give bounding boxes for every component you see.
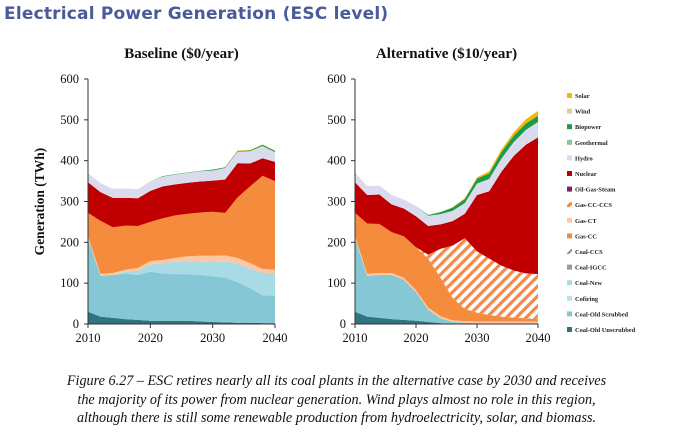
- legend-label: Coal-Old Scrubbed: [575, 311, 629, 318]
- legend-item-gas-cc-ccs: Gas-CC-CCS: [567, 202, 612, 209]
- legend-swatch: [567, 202, 572, 208]
- legend-swatch: [567, 280, 572, 286]
- figure-caption: Figure 6.27 – ESC retires nearly all its…: [0, 372, 673, 428]
- chart-legend: Solar Wind Biopower Geothermal Hydro Nuclear O…: [567, 93, 636, 334]
- legend-item-biopower: Biopower: [567, 124, 601, 131]
- caption-line: although there is still some renewable p…: [76, 410, 597, 426]
- y-tick-label: 300: [327, 195, 346, 209]
- legend-label: Wind: [575, 109, 591, 116]
- area-gas-cc: [355, 212, 538, 322]
- legend-label: Coal-Old Unscrubbed: [575, 327, 636, 334]
- legend-label: Cofiring: [575, 296, 599, 303]
- y-tick-label: 500: [327, 113, 346, 127]
- legend-label: Biopower: [575, 124, 601, 131]
- legend-item-solar: Solar: [567, 93, 590, 100]
- area-coal-old-unscrubbed: [355, 311, 538, 324]
- y-tick-label: 600: [60, 72, 79, 86]
- area-coal-old-scrubbed: [355, 238, 538, 324]
- y-tick-label: 0: [73, 317, 79, 331]
- legend-item-coal-old-unscrubbed: Coal-Old Unscrubbed: [567, 327, 636, 334]
- legend-swatch: [567, 295, 572, 301]
- y-axis-label: Generation (TWh): [32, 148, 47, 256]
- x-tick-label: 2020: [404, 331, 429, 345]
- area-coal-new: [88, 238, 275, 296]
- caption-line: Figure 6.27 – ESC retires nearly all its…: [66, 373, 607, 389]
- area-gas-cc-ccs: [355, 212, 538, 320]
- legend-swatch: [567, 108, 572, 114]
- page-title: Electrical Power Generation (ESC level): [4, 4, 389, 24]
- legend-item-coal-igcc: Coal-IGCC: [567, 264, 607, 272]
- y-tick-label: 400: [327, 154, 346, 168]
- legend-label: Coal-New: [575, 280, 602, 287]
- legend-item-geothermal: Geothermal: [567, 139, 608, 147]
- legend-label: Gas-CC-CCS: [575, 202, 612, 209]
- legend-item-nuclear: Nuclear: [567, 171, 597, 178]
- chart-title: Baseline ($0/year): [124, 46, 239, 62]
- legend-label: Coal-IGCC: [575, 265, 607, 272]
- y-tick-label: 200: [327, 235, 346, 249]
- legend-swatch: [567, 124, 572, 130]
- y-tick-label: 600: [327, 72, 346, 86]
- area-hydro: [355, 121, 538, 226]
- x-tick-label: 2020: [138, 331, 163, 345]
- x-tick-label: 2040: [526, 331, 551, 345]
- area-coal-old-unscrubbed: [88, 311, 275, 324]
- y-tick-label: 300: [60, 195, 79, 209]
- area-nuclear: [355, 137, 538, 275]
- y-tick-label: 500: [60, 113, 79, 127]
- x-tick-label: 2030: [465, 331, 490, 345]
- legend-label: Solar: [575, 93, 590, 100]
- legend-label: Nuclear: [575, 171, 597, 178]
- y-tick-label: 100: [327, 276, 346, 290]
- legend-item-cofiring: Cofiring: [567, 295, 599, 303]
- chart-title: Alternative ($10/year): [376, 46, 517, 62]
- area-gas-cc: [88, 175, 275, 274]
- legend-label: Hydro: [575, 155, 593, 162]
- x-tick-label: 2040: [263, 331, 288, 345]
- legend-label: Geothermal: [575, 140, 608, 147]
- legend-item-gas-cc: Gas-CC: [567, 233, 597, 240]
- chart-figure: Baseline ($0/year) Generation (TWh) 0 100 20…: [32, 46, 636, 345]
- area-hydro: [88, 145, 275, 199]
- legend-swatch: [567, 233, 572, 239]
- legend-swatch: [567, 139, 572, 145]
- legend-swatch: [567, 264, 572, 270]
- chart-baseline-0-year: Baseline ($0/year) Generation (TWh) 0 100 20…: [32, 46, 288, 345]
- legend-item-wind: Wind: [567, 108, 591, 116]
- caption-line: the majority of its power from nuclear g…: [77, 391, 596, 408]
- legend-swatch: [567, 311, 572, 317]
- legend-swatch: [567, 249, 572, 254]
- legend-swatch: [567, 217, 572, 223]
- x-tick-label: 2010: [76, 331, 101, 345]
- y-tick-label: 100: [60, 276, 79, 290]
- legend-swatch: [567, 327, 572, 332]
- legend-item-hydro: Hydro: [567, 155, 593, 162]
- legend-swatch: [567, 155, 572, 161]
- legend-item-oil-gas-steam: Oil-Gas-Steam: [567, 186, 616, 194]
- legend-label: Gas-CT: [575, 218, 597, 225]
- y-tick-label: 400: [60, 154, 79, 168]
- legend-swatch: [567, 171, 572, 176]
- legend-item-coal-old-scrubbed: Coal-Old Scrubbed: [567, 311, 629, 318]
- chart-alternative-10-year: Alternative ($10/year) 0 100 200 300 400 500 60…: [327, 46, 550, 345]
- legend-swatch: [567, 186, 572, 192]
- legend-label: Gas-CC: [575, 233, 597, 240]
- legend-item-coal-new: Coal-New: [567, 280, 602, 287]
- y-tick-label: 200: [60, 235, 79, 249]
- legend-label: Oil-Gas-Steam: [575, 187, 616, 194]
- area-nuclear: [88, 158, 275, 228]
- legend-label: Coal-CCS: [575, 249, 603, 256]
- y-tick-label: 0: [340, 317, 346, 331]
- legend-item-coal-ccs: Coal-CCS: [567, 249, 603, 256]
- legend-item-gas-ct: Gas-CT: [567, 217, 597, 225]
- area-coal-old-scrubbed: [88, 238, 275, 324]
- x-tick-label: 2010: [343, 331, 368, 345]
- x-tick-label: 2030: [200, 331, 225, 345]
- legend-swatch: [567, 93, 572, 98]
